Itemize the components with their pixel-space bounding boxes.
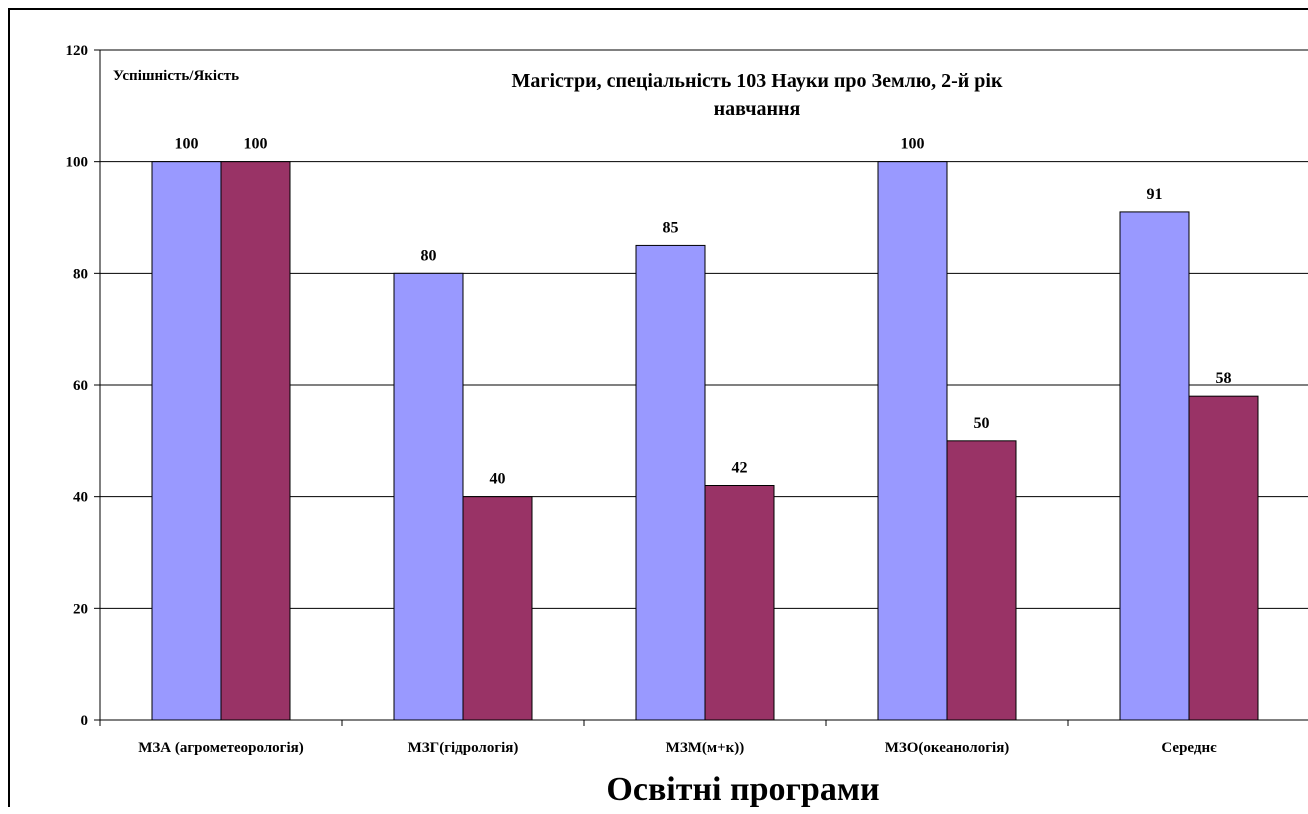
y-tick-label: 40 <box>73 490 88 506</box>
data-label: 100 <box>175 136 199 153</box>
bar-series-1-3 <box>878 162 947 720</box>
data-label: 42 <box>732 460 748 477</box>
bars <box>152 162 1258 720</box>
y-axis-label: Успішність/Якість <box>113 68 239 84</box>
y-tick-label: 100 <box>66 155 89 171</box>
data-label: 85 <box>663 219 679 236</box>
y-tick-label: 0 <box>81 713 89 729</box>
x-axis-label: Освітні програми <box>606 771 879 808</box>
bar-series-1-1 <box>394 273 463 720</box>
data-label: 100 <box>901 136 925 153</box>
bar-series-2-4 <box>1189 396 1258 720</box>
bar-series-2-0 <box>221 162 290 720</box>
bar-series-2-3 <box>947 441 1016 720</box>
bar-series-2-1 <box>463 497 532 720</box>
x-tick-label: МЗГ(гідрологія) <box>408 740 519 756</box>
data-label: 50 <box>974 415 990 432</box>
x-tick-label: МЗО(океанологія) <box>885 740 1010 756</box>
x-tick-label: МЗМ(м+к)) <box>666 740 745 756</box>
data-label: 91 <box>1147 186 1163 203</box>
data-label: 40 <box>490 471 506 488</box>
x-tick-label: Середнє <box>1161 740 1217 756</box>
bar-series-1-4 <box>1120 212 1189 720</box>
data-label: 58 <box>1216 370 1232 387</box>
bar-series-2-2 <box>705 486 774 721</box>
bar-series-1-2 <box>636 245 705 720</box>
chart-frame: 0 20 40 60 80 100 120 МЗА (агрометеорологія) МЗГ… <box>8 8 1308 807</box>
data-label: 100 <box>244 136 268 153</box>
y-tick-label: 120 <box>66 43 89 59</box>
chart-title-line-2: навчання <box>714 98 801 120</box>
y-tick-label: 60 <box>73 378 88 394</box>
bar-series-1-0 <box>152 162 221 720</box>
data-label: 80 <box>421 247 437 264</box>
x-tick-label: МЗА (агрометеорологія) <box>138 740 304 756</box>
y-tick-label: 20 <box>73 601 88 617</box>
y-tick-label: 80 <box>73 266 88 282</box>
chart-title-line-1: Магістри, спеціальність 103 Науки про Зе… <box>512 70 1003 92</box>
bar-chart: 0 20 40 60 80 100 120 МЗА (агрометеорологія) МЗГ… <box>10 10 1308 809</box>
